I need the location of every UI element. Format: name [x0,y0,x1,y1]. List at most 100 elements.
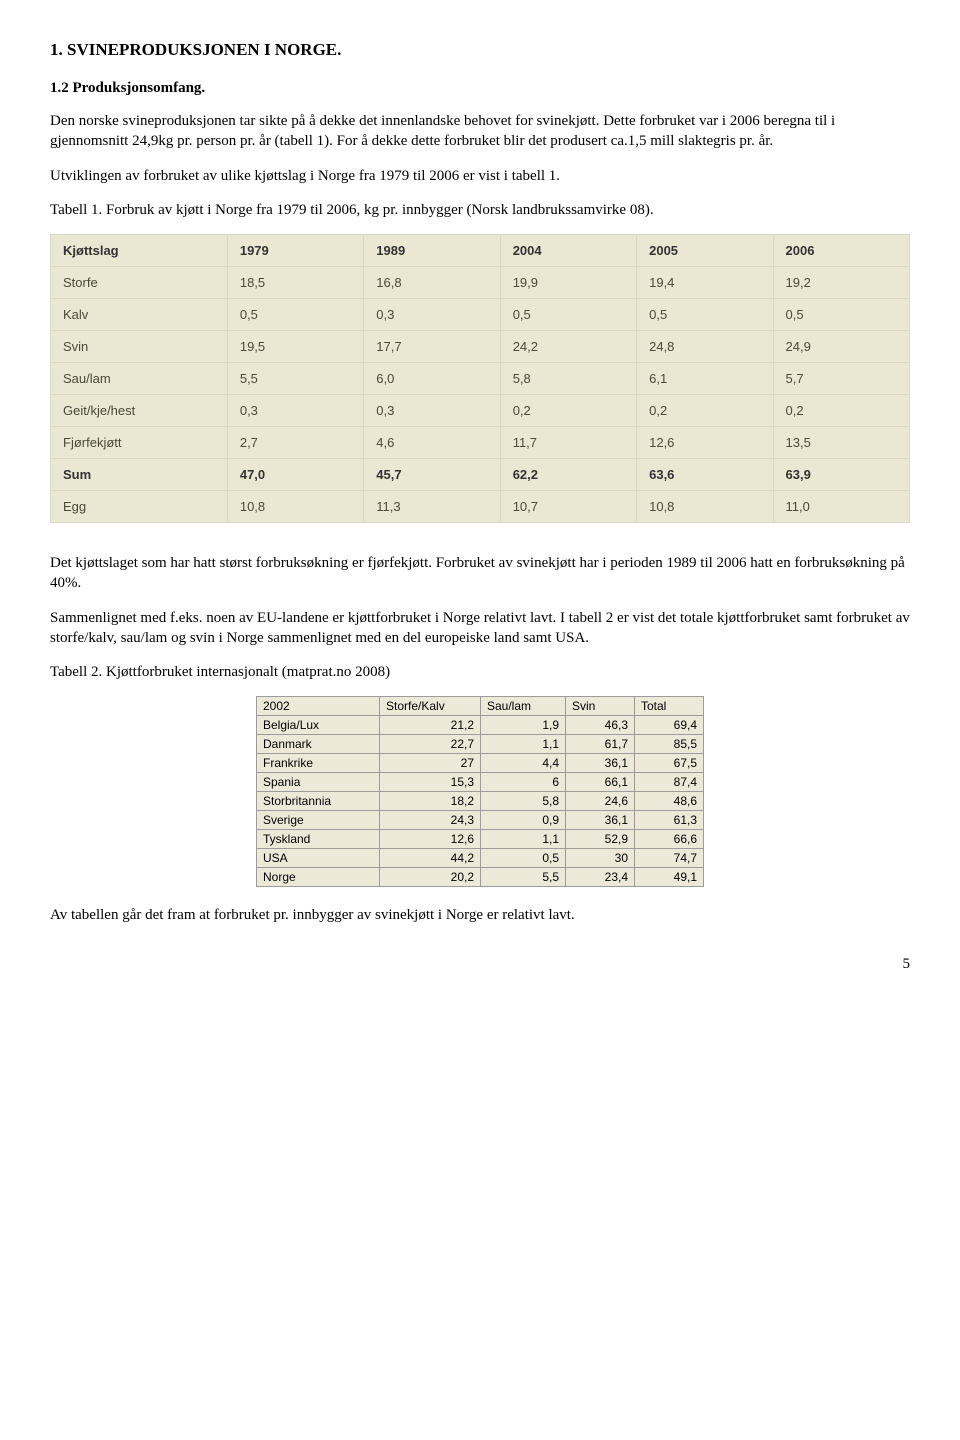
table-cell: Spania [257,773,380,792]
table-cell: 30 [566,849,635,868]
table-cell: Storbritannia [257,792,380,811]
table-cell: 1,1 [481,735,566,754]
table-meat-consumption-international: 2002Storfe/KalvSau/lamSvinTotal Belgia/L… [256,696,704,887]
table-cell: Frankrike [257,754,380,773]
table-cell: 67,5 [635,754,704,773]
table-cell: 21,2 [380,716,481,735]
table-row: Svin19,517,724,224,824,9 [51,331,910,363]
table-cell: 24,6 [566,792,635,811]
table-cell: Fjørfekjøtt [51,427,228,459]
table-cell: Danmark [257,735,380,754]
table-cell: 22,7 [380,735,481,754]
table-cell: 10,8 [227,491,363,523]
table-cell: 6,1 [637,363,773,395]
table-row: Sau/lam5,56,05,86,15,7 [51,363,910,395]
table-cell: 24,3 [380,811,481,830]
table-cell: 0,5 [773,299,909,331]
table-cell: 10,8 [637,491,773,523]
table-cell: 17,7 [364,331,500,363]
table-cell: Norge [257,868,380,887]
paragraph: Den norske svineproduksjonen tar sikte p… [50,111,910,152]
table-cell: 1,9 [481,716,566,735]
table-cell: 18,2 [380,792,481,811]
table-cell: 52,9 [566,830,635,849]
table-cell: 23,4 [566,868,635,887]
table-cell: 15,3 [380,773,481,792]
table-cell: 13,5 [773,427,909,459]
table-cell: 0,5 [481,849,566,868]
table-header-cell: 2002 [257,697,380,716]
table-header-cell: Kjøttslag [51,235,228,267]
table-cell: 27 [380,754,481,773]
subsection-heading: 1.2 Produksjonsomfang. [50,80,910,97]
table-cell: Sverige [257,811,380,830]
table-cell: 16,8 [364,267,500,299]
table-cell: 4,4 [481,754,566,773]
table-cell: 12,6 [637,427,773,459]
table-row: Tyskland12,61,152,966,6 [257,830,704,849]
page-number: 5 [50,956,910,973]
table-cell: Geit/kje/hest [51,395,228,427]
table-row: Storfe18,516,819,919,419,2 [51,267,910,299]
table-cell: 20,2 [380,868,481,887]
table-cell: 44,2 [380,849,481,868]
table-cell: 69,4 [635,716,704,735]
table-cell: 19,4 [637,267,773,299]
table-header-cell: 2004 [500,235,636,267]
table-cell: 11,0 [773,491,909,523]
table-cell: 5,8 [481,792,566,811]
table-cell: 5,5 [227,363,363,395]
table-cell: 11,3 [364,491,500,523]
table-cell: Sau/lam [51,363,228,395]
table-cell: 36,1 [566,754,635,773]
table-cell: 4,6 [364,427,500,459]
table-cell: 0,2 [773,395,909,427]
paragraph: Det kjøttslaget som har hatt størst forb… [50,553,910,594]
table-row: Kalv0,50,30,50,50,5 [51,299,910,331]
table-cell: 2,7 [227,427,363,459]
table-cell: 0,5 [500,299,636,331]
table-cell: 0,5 [227,299,363,331]
table-cell: 0,2 [637,395,773,427]
table1-caption: Tabell 1. Forbruk av kjøtt i Norge fra 1… [50,200,910,220]
table-cell: 74,7 [635,849,704,868]
table-cell: 0,2 [500,395,636,427]
table-cell: 6 [481,773,566,792]
table-cell: Kalv [51,299,228,331]
table-header-cell: 2006 [773,235,909,267]
paragraph: Sammenlignet med f.eks. noen av EU-lande… [50,608,910,649]
table-cell: 5,7 [773,363,909,395]
table-header-cell: 2005 [637,235,773,267]
table-cell: 46,3 [566,716,635,735]
table-cell: 48,6 [635,792,704,811]
table-cell: 61,3 [635,811,704,830]
table-cell: 1,1 [481,830,566,849]
paragraph: Av tabellen går det fram at forbruket pr… [50,905,910,925]
table-row: Sum47,045,762,263,663,9 [51,459,910,491]
table-row: Belgia/Lux21,21,946,369,4 [257,716,704,735]
table-header-cell: 1979 [227,235,363,267]
table-cell: 19,9 [500,267,636,299]
table-cell: 87,4 [635,773,704,792]
table-cell: 36,1 [566,811,635,830]
table-row: Egg10,811,310,710,811,0 [51,491,910,523]
table-header-cell: 1989 [364,235,500,267]
table-cell: 0,5 [637,299,773,331]
table-cell: 19,2 [773,267,909,299]
table-cell: Svin [51,331,228,363]
paragraph: Utviklingen av forbruket av ulike kjøtts… [50,166,910,186]
table-cell: Tyskland [257,830,380,849]
table-cell: 5,8 [500,363,636,395]
table-cell: USA [257,849,380,868]
table-header-cell: Total [635,697,704,716]
table-cell: 62,2 [500,459,636,491]
table-cell: Storfe [51,267,228,299]
table2-caption: Tabell 2. Kjøttforbruket internasjonalt … [50,662,910,682]
table-cell: 24,2 [500,331,636,363]
table-cell: 0,3 [364,395,500,427]
table-cell: 10,7 [500,491,636,523]
table-header-cell: Sau/lam [481,697,566,716]
table-cell: 63,9 [773,459,909,491]
table-header-cell: Storfe/Kalv [380,697,481,716]
table-row: Fjørfekjøtt2,74,611,712,613,5 [51,427,910,459]
